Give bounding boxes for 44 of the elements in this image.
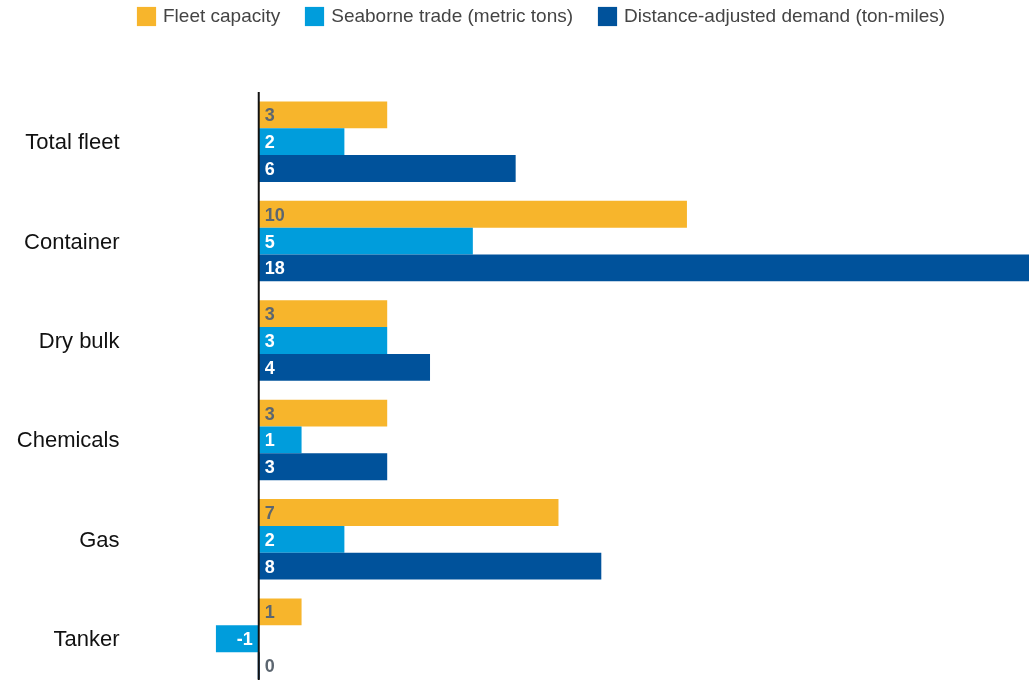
data-label: 18 — [264, 258, 285, 279]
bar — [258, 499, 559, 526]
data-label: 8 — [264, 556, 275, 577]
bar — [258, 598, 302, 626]
bar — [215, 625, 259, 653]
data-label: 3 — [264, 403, 275, 424]
data-label: 2 — [264, 529, 275, 550]
data-label: -1 — [236, 629, 253, 650]
data-label: 4 — [264, 357, 275, 378]
legend-label: Fleet capacity — [163, 5, 281, 27]
legend-label: Distance-adjusted demand (ton-miles) — [624, 5, 946, 27]
data-label: 3 — [264, 457, 275, 478]
bar — [258, 300, 388, 328]
bar — [258, 399, 388, 427]
data-label: 1 — [264, 430, 275, 451]
data-label: 3 — [264, 331, 275, 351]
data-label: 3 — [264, 304, 275, 325]
bar — [258, 353, 431, 381]
bar — [258, 426, 302, 454]
y-tick-label: Container — [24, 228, 120, 254]
y-tick-label: Dry bulk — [38, 328, 121, 353]
data-label: 1 — [264, 602, 275, 623]
legend-label: Seaborne trade (metric tons) — [331, 5, 574, 27]
data-label: 7 — [264, 502, 275, 523]
data-label: 3 — [264, 105, 275, 126]
data-label: 2 — [264, 132, 275, 153]
data-label: 5 — [264, 231, 275, 252]
bar — [258, 525, 345, 553]
bar — [258, 254, 1029, 282]
bar — [258, 200, 687, 228]
y-tick-label: Tanker — [53, 626, 120, 652]
bar — [258, 227, 473, 255]
data-label: 0 — [264, 656, 275, 677]
bar — [258, 128, 345, 156]
data-label: 10 — [264, 204, 285, 225]
y-tick-label: Gas — [79, 526, 120, 552]
bar — [258, 453, 388, 481]
data-label: 6 — [264, 159, 275, 180]
bar — [258, 155, 516, 182]
y-tick-label: Total fleet — [25, 129, 120, 155]
y-tick-label: Chemicals — [16, 427, 120, 453]
bar — [258, 101, 388, 129]
bar — [258, 327, 388, 354]
bar — [258, 552, 602, 580]
